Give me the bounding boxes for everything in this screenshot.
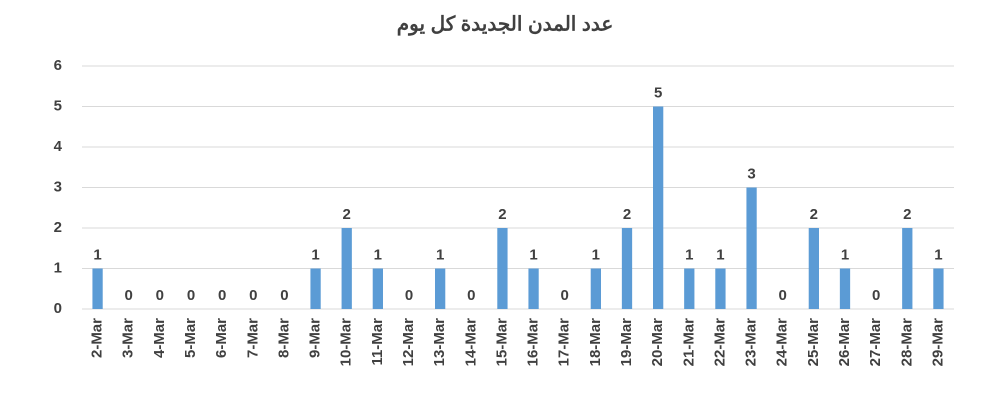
- data-label: 0: [872, 287, 880, 304]
- data-label: 1: [436, 246, 444, 263]
- x-tick-label: 26-Mar: [836, 318, 853, 367]
- x-tick-label: 8-Mar: [275, 318, 292, 358]
- x-tick-label: 16-Mar: [525, 318, 542, 367]
- x-tick-label: 28-Mar: [898, 318, 915, 367]
- bar: [933, 268, 944, 309]
- data-label: 1: [592, 246, 600, 263]
- data-label: 5: [654, 84, 662, 101]
- data-label: 1: [934, 246, 942, 263]
- x-tick-label: 7-Mar: [244, 318, 261, 358]
- bar: [715, 268, 726, 309]
- x-tick-label: 10-Mar: [338, 318, 355, 367]
- data-label: 0: [779, 287, 787, 304]
- x-tick-label: 2-Mar: [89, 318, 106, 358]
- x-tick-label: 9-Mar: [307, 318, 324, 358]
- bar: [590, 268, 601, 309]
- data-label: 0: [249, 287, 257, 304]
- data-label: 2: [903, 206, 911, 223]
- data-label: 1: [685, 246, 693, 263]
- y-tick-label: 1: [54, 259, 62, 276]
- y-tick-label: 4: [54, 138, 63, 155]
- data-label: 2: [343, 206, 351, 223]
- x-tick-label: 25-Mar: [805, 318, 822, 367]
- data-label: 0: [156, 287, 164, 304]
- x-tick-label: 24-Mar: [774, 318, 791, 367]
- x-tick-label: 21-Mar: [680, 318, 697, 367]
- data-label: 1: [716, 246, 724, 263]
- data-label: 2: [498, 206, 506, 223]
- y-tick-label: 6: [54, 57, 62, 74]
- bar: [808, 228, 819, 309]
- x-tick-label: 17-Mar: [556, 318, 573, 367]
- data-label: 1: [93, 246, 101, 263]
- bar: [746, 187, 757, 309]
- bar: [653, 106, 664, 309]
- data-label: 0: [187, 287, 195, 304]
- data-label: 1: [841, 246, 849, 263]
- x-tick-label: 4-Mar: [151, 318, 168, 358]
- x-tick-label: 18-Mar: [587, 318, 604, 367]
- x-tick-label: 23-Mar: [743, 318, 760, 367]
- x-tick-label: 22-Mar: [711, 318, 728, 367]
- bar: [839, 268, 851, 309]
- bar: [902, 228, 913, 309]
- bar: [684, 268, 695, 309]
- data-label: 1: [529, 246, 537, 263]
- x-tick-label: 11-Mar: [369, 318, 386, 366]
- data-label: 0: [280, 287, 288, 304]
- data-label: 1: [311, 246, 319, 263]
- y-tick-label: 5: [54, 97, 62, 114]
- data-label: 0: [467, 287, 475, 304]
- bar: [372, 268, 383, 309]
- x-tick-label: 20-Mar: [649, 318, 666, 367]
- x-tick-label: 19-Mar: [618, 318, 635, 367]
- bar: [621, 228, 633, 309]
- x-tick-label: 14-Mar: [462, 318, 479, 367]
- x-tick-label: 12-Mar: [400, 318, 417, 367]
- x-tick-label: 13-Mar: [431, 318, 448, 367]
- x-tick-label: 15-Mar: [493, 318, 510, 367]
- bar: [341, 228, 352, 309]
- data-label: 3: [747, 165, 755, 182]
- data-label: 0: [125, 287, 133, 304]
- data-label: 2: [810, 206, 818, 223]
- chart-title: عدد المدن الجديدة كل يوم: [397, 13, 614, 36]
- data-label: 0: [218, 287, 226, 304]
- bar: [435, 268, 446, 309]
- data-label: 1: [374, 246, 382, 263]
- data-label: 0: [561, 287, 569, 304]
- y-tick-label: 2: [54, 219, 62, 236]
- x-tick-label: 3-Mar: [120, 318, 137, 358]
- x-tick-label: 6-Mar: [213, 318, 230, 358]
- bar: [528, 268, 539, 309]
- bar: [310, 268, 321, 309]
- data-label: 2: [623, 206, 631, 223]
- y-tick-label: 3: [54, 178, 62, 195]
- x-tick-label: 27-Mar: [867, 318, 884, 367]
- bar: [497, 228, 508, 309]
- data-label: 0: [405, 287, 413, 304]
- bar: [92, 268, 103, 309]
- y-tick-label: 0: [54, 300, 62, 317]
- x-tick-label: 5-Mar: [182, 318, 199, 358]
- x-tick-label: 29-Mar: [929, 318, 946, 367]
